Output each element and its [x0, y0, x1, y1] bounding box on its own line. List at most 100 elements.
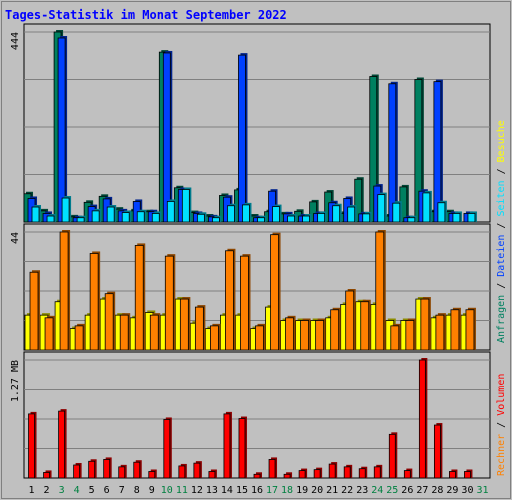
bar-seiten-day-4 [76, 217, 85, 223]
bar-volumen-day-8 [133, 461, 141, 479]
bar-volumen-day-14 [223, 413, 231, 479]
bar-rechner-day-4 [74, 325, 84, 351]
bar-seiten-day-2 [46, 215, 55, 223]
bar-seiten-day-17 [272, 206, 280, 223]
panel-3-ymax-label: 1.27 MB [10, 360, 21, 402]
day-label-13: 13 [206, 485, 218, 496]
bar-volumen-day-22 [343, 466, 351, 479]
bar-volumen-day-19 [298, 470, 306, 479]
day-label-20: 20 [311, 485, 323, 496]
bar-seiten-day-1 [31, 206, 40, 223]
panel-1-plot-area [23, 23, 491, 223]
day-label-6: 6 [104, 485, 110, 496]
bar-seiten-day-29 [452, 213, 461, 223]
bar-rechner-day-6 [104, 293, 114, 351]
day-label-23: 23 [356, 485, 368, 496]
bar-rechner-day-22 [345, 290, 355, 351]
panel-3: 1.27 MB [10, 351, 491, 479]
bar-rechner-day-20 [315, 320, 325, 351]
day-label-8: 8 [134, 485, 140, 496]
bar-volumen-day-18 [283, 473, 291, 479]
bar-seiten-day-9 [151, 213, 160, 223]
bar-rechner-day-16 [255, 325, 264, 351]
bar-volumen-day-7 [118, 466, 126, 479]
bar-volumen-day-27 [418, 359, 426, 479]
bar-seiten-day-3 [61, 197, 70, 223]
bar-rechner-day-1 [29, 271, 39, 351]
bar-rechner-day-7 [119, 314, 129, 351]
bar-seiten-day-28 [437, 202, 446, 223]
day-label-24: 24 [371, 485, 383, 496]
bar-rechner-day-27 [420, 298, 430, 351]
bar-volumen-day-26 [403, 470, 411, 479]
bar-rechner-day-3 [59, 231, 69, 351]
bar-seiten-day-26 [407, 217, 416, 223]
bar-seiten-day-12 [196, 213, 205, 223]
legend-separator: / [496, 217, 507, 235]
panel-1-ymax-label: 444 [10, 32, 21, 50]
legend-dateien: Dateien [496, 235, 507, 277]
legend-column: Rechner / Volumen [496, 374, 507, 476]
bar-rechner-day-21 [330, 309, 340, 351]
bar-rechner-day-9 [149, 314, 159, 351]
bar-seiten-day-16 [257, 217, 265, 223]
bar-seiten-day-7 [121, 212, 130, 223]
bar-seiten-day-8 [136, 211, 145, 223]
day-label-1: 1 [29, 485, 35, 496]
bar-rechner-day-17 [270, 234, 279, 351]
bar-rechner-day-8 [134, 245, 144, 351]
day-label-15: 15 [236, 485, 248, 496]
series-rechner [29, 230, 476, 351]
day-label-18: 18 [281, 485, 293, 496]
x-axis-day-labels: 1 2 3 4 5 6 7 8 9 10 11 12 13 14 15 16 17 18 19 20 21 22 23 24 2… [29, 485, 489, 496]
day-label-2: 2 [44, 485, 50, 496]
bar-seiten-day-15 [242, 204, 250, 223]
bar-rechner-day-24 [375, 231, 385, 351]
bar-volumen-day-17 [268, 459, 276, 479]
bar-rechner-day-13 [210, 325, 219, 351]
panel-3-plot-area [23, 351, 491, 479]
day-label-30: 30 [461, 485, 473, 496]
day-label-21: 21 [326, 485, 338, 496]
bar-seiten-day-11 [181, 189, 190, 223]
bar-seiten-day-30 [467, 213, 476, 223]
bar-volumen-day-24 [373, 466, 381, 479]
day-label-14: 14 [221, 485, 233, 496]
bar-anfragen-day-23 [354, 178, 363, 223]
bar-volumen-day-20 [313, 469, 321, 479]
day-label-11: 11 [176, 485, 188, 496]
right-legend: Rechner / Volumen Anfragen / Dateien / Se… [496, 120, 507, 476]
bar-rechner-day-11 [179, 298, 189, 351]
bar-rechner-day-2 [44, 317, 54, 351]
legend-separator: / [496, 416, 507, 434]
bar-seiten-day-23 [362, 213, 371, 223]
bar-seiten-day-13 [212, 217, 220, 223]
bar-volumen-day-9 [148, 471, 156, 479]
legend-anfragen: Anfragen [496, 295, 507, 343]
day-label-22: 22 [341, 485, 353, 496]
legend-besuche: Besuche [496, 120, 507, 162]
bar-volumen-day-5 [88, 460, 96, 479]
legend-column: Anfragen / Dateien / Seiten / Besuche [496, 120, 507, 343]
legend-volumen: Volumen [496, 374, 507, 416]
bar-rechner-day-19 [300, 320, 309, 351]
bar-volumen-day-4 [73, 464, 81, 479]
bar-rechner-day-12 [194, 306, 204, 351]
bar-dateien-day-15 [238, 54, 246, 223]
bar-volumen-day-25 [388, 433, 396, 479]
bar-rechner-day-28 [435, 314, 445, 351]
bar-volumen-day-16 [253, 473, 261, 479]
legend-separator: / [496, 277, 507, 295]
bar-volumen-day-30 [464, 471, 471, 479]
bar-rechner-day-5 [89, 253, 99, 351]
bar-volumen-day-21 [328, 463, 336, 479]
bar-dateien-day-25 [388, 83, 397, 223]
day-label-19: 19 [296, 485, 308, 496]
bar-dateien-day-10 [162, 52, 171, 223]
bar-volumen-day-12 [193, 462, 201, 479]
day-label-4: 4 [74, 485, 80, 496]
bar-volumen-day-1 [28, 413, 35, 479]
bar-rechner-day-29 [450, 309, 460, 351]
